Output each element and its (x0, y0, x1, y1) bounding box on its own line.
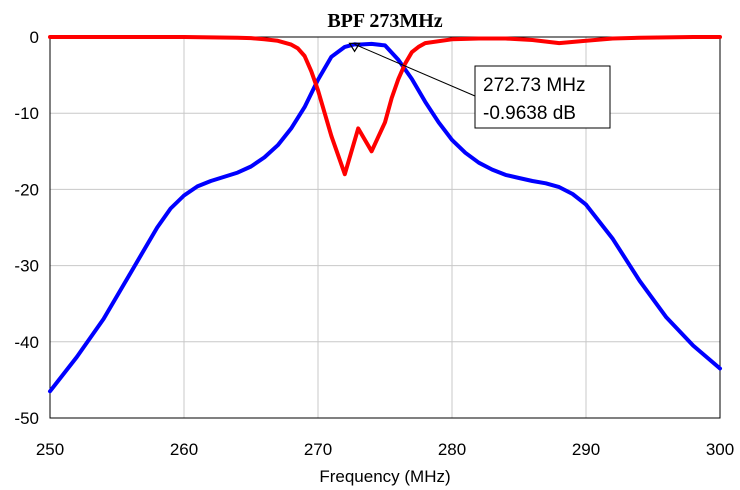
series-line-2 (48, 35, 722, 177)
y-tick-label: -40 (14, 333, 39, 352)
series-line-1 (48, 41, 722, 394)
marker-leader-line (354, 43, 476, 97)
y-tick-label: -30 (14, 257, 39, 276)
x-axis-ticks: 250 260 270 280 290 300 (36, 440, 734, 459)
y-tick-label: 0 (30, 28, 39, 47)
x-tick-label: 280 (438, 440, 466, 459)
marker-triangle-icon (348, 42, 361, 53)
y-tick-label: -50 (14, 409, 39, 428)
x-tick-label: 300 (706, 440, 734, 459)
marker-label-box (474, 65, 611, 129)
marker-frequency-label: 272.73 MHz (483, 75, 585, 96)
plot-area-border (49, 36, 721, 419)
y-axis-ticks: 0 -10 -20 -30 -40 -50 (14, 28, 39, 428)
y-tick-label: -10 (14, 104, 39, 123)
x-tick-label: 260 (170, 440, 198, 459)
x-tick-label: 290 (572, 440, 600, 459)
x-axis-label: Frequency (MHz) (319, 467, 450, 486)
grid (49, 36, 721, 419)
series-group (48, 35, 722, 394)
x-tick-label: 250 (36, 440, 64, 459)
chart-title: BPF 273MHz (327, 10, 442, 32)
marker-db-label: -0.9638 dB (483, 103, 576, 124)
marker-annotation: 272.73 MHz -0.9638 dB (348, 42, 611, 129)
x-tick-label: 270 (304, 440, 332, 459)
y-tick-label: -20 (14, 180, 39, 199)
